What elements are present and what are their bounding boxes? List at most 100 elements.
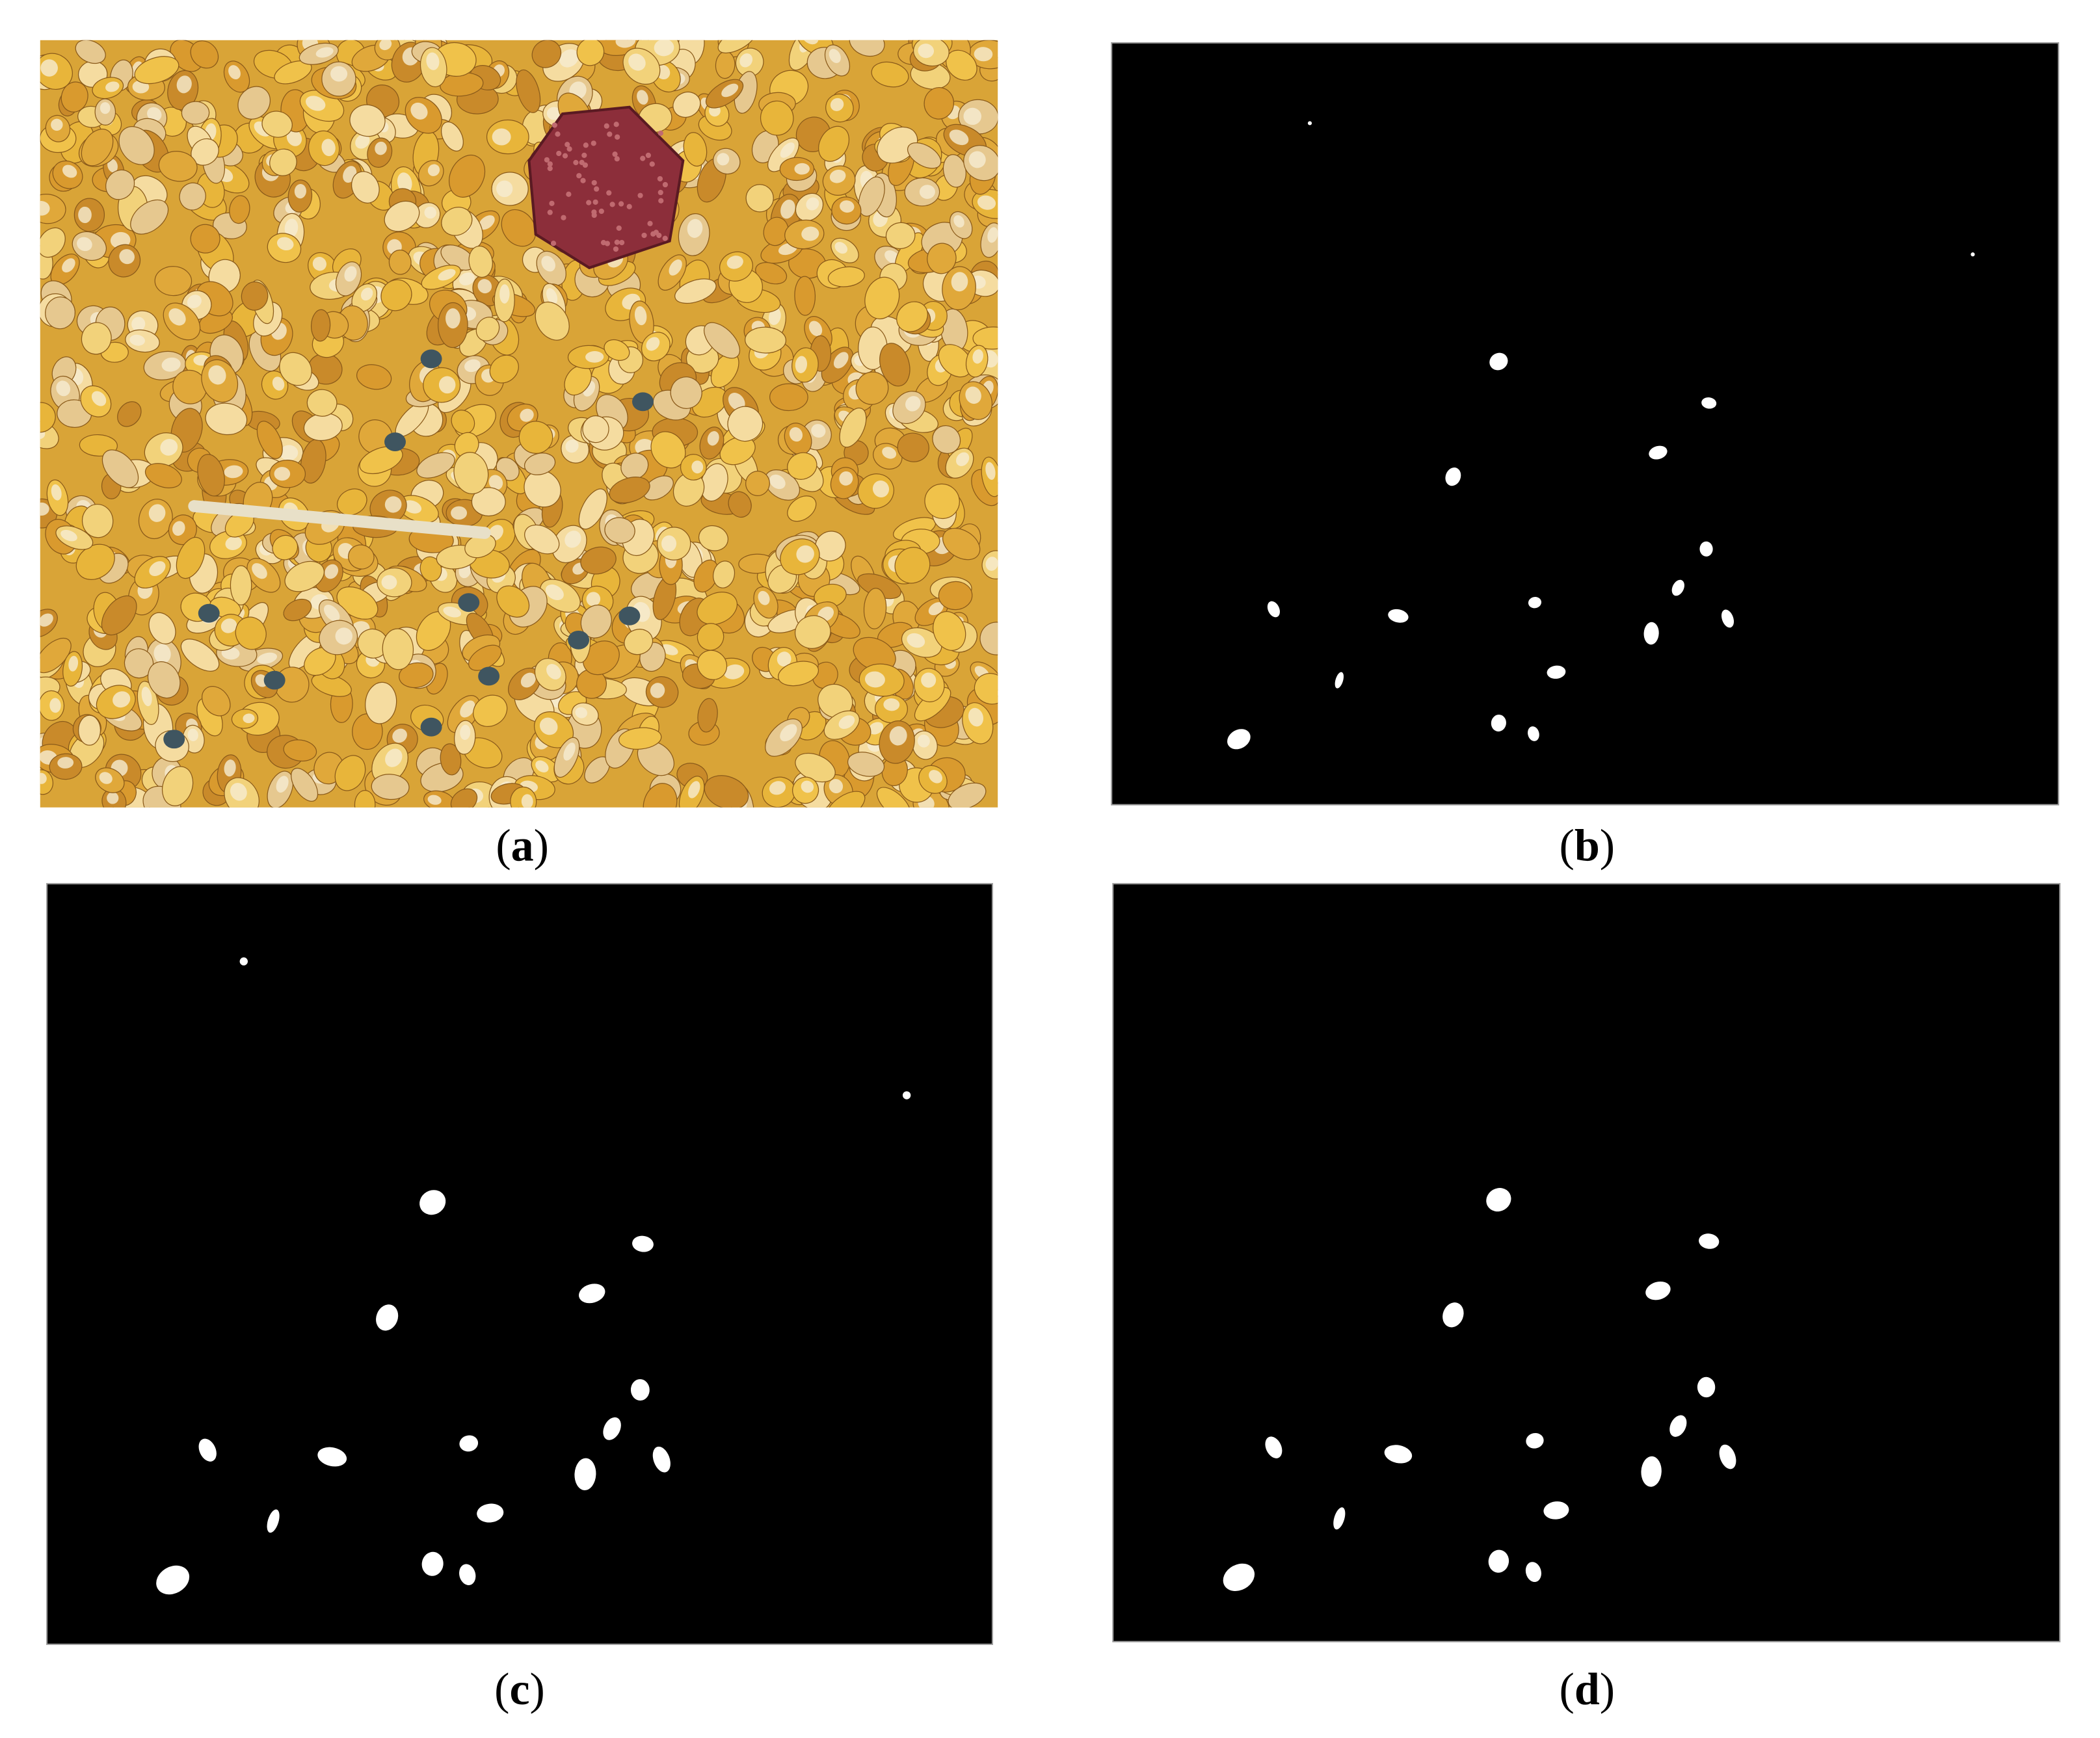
mask-blob xyxy=(1547,665,1566,679)
kernel-highlight xyxy=(868,722,884,735)
cob-dot xyxy=(606,190,612,196)
cob-dot xyxy=(650,231,656,237)
mask-blob xyxy=(156,1565,190,1595)
kernel-highlight xyxy=(224,465,243,479)
dark-kernel xyxy=(631,392,654,412)
kernel-highlight xyxy=(634,306,647,326)
label-close: ) xyxy=(530,1665,545,1715)
kernel-highlight xyxy=(306,96,326,111)
cob-dot xyxy=(658,130,663,136)
mask-blob xyxy=(267,1509,280,1533)
kernel xyxy=(351,171,380,204)
kernel-highlight xyxy=(477,279,492,294)
cob-dot xyxy=(614,239,620,245)
kernel xyxy=(778,661,819,687)
mask-blob xyxy=(421,1551,444,1576)
kernel-highlight xyxy=(499,284,510,304)
kernel xyxy=(624,629,654,655)
dark-kernel xyxy=(420,717,442,737)
corn-photo xyxy=(40,40,998,808)
kernel-highlight xyxy=(972,349,983,364)
kernel-highlight xyxy=(838,715,855,730)
dark-kernel xyxy=(163,730,185,749)
kernel-highlight xyxy=(968,151,986,168)
kernel xyxy=(518,421,553,454)
kernel-highlight xyxy=(739,53,753,68)
cob-dot xyxy=(647,220,653,226)
kernel-highlight xyxy=(113,691,131,708)
kernel-highlight xyxy=(951,272,968,292)
mask-blob xyxy=(1333,1507,1346,1530)
mask-blob xyxy=(1384,1445,1413,1464)
cob-dot xyxy=(607,131,613,137)
kernel xyxy=(416,452,455,479)
kernel xyxy=(118,126,155,165)
kernel xyxy=(847,752,885,777)
kernel-highlight xyxy=(707,431,719,446)
kernel-highlight xyxy=(438,376,456,394)
kernel xyxy=(885,222,916,250)
kernel xyxy=(453,452,489,495)
kernel xyxy=(580,605,612,639)
kernel xyxy=(310,309,331,342)
kernel xyxy=(101,595,137,636)
kernel-highlight xyxy=(669,259,682,276)
kernel xyxy=(158,151,198,182)
kernel xyxy=(365,681,397,724)
kernel-highlight xyxy=(541,256,555,272)
mask-blob xyxy=(477,1503,504,1523)
kernel xyxy=(924,483,960,520)
kernel xyxy=(283,598,312,622)
mask-blob xyxy=(603,1417,621,1440)
kernel-highlight xyxy=(811,424,826,438)
cob-dot xyxy=(544,157,550,163)
kernel-highlight xyxy=(479,215,495,230)
kernel xyxy=(284,560,325,592)
kernel xyxy=(760,100,794,136)
kernel-highlight xyxy=(965,386,981,404)
dark-kernel xyxy=(263,670,286,690)
kernel xyxy=(879,343,910,387)
mask-blob xyxy=(579,1284,605,1304)
label-close: ) xyxy=(1600,821,1615,871)
kernel xyxy=(291,767,319,802)
kernel xyxy=(858,176,885,217)
kernel xyxy=(876,787,911,808)
kernel xyxy=(795,615,831,649)
kernel xyxy=(697,623,724,651)
kernel-highlight xyxy=(384,496,402,513)
kernel-highlight xyxy=(929,770,942,783)
panel-label: (b) xyxy=(1560,821,1615,871)
kernel-highlight xyxy=(252,563,267,579)
kernel xyxy=(336,586,379,620)
kernel-highlight xyxy=(107,792,119,804)
cob-dot xyxy=(549,200,555,206)
kernel-highlight xyxy=(780,199,795,219)
kernel-highlight xyxy=(49,698,61,713)
cob-dot xyxy=(618,201,624,207)
kernel xyxy=(197,454,225,497)
kernel-highlight xyxy=(830,98,844,111)
kernel xyxy=(147,661,181,699)
kernel xyxy=(105,169,135,200)
cob-dot xyxy=(581,152,587,159)
cob-dot xyxy=(615,134,620,140)
kernel xyxy=(496,585,530,618)
kernel-highlight xyxy=(565,440,579,453)
kernel xyxy=(827,266,865,287)
cob-dot xyxy=(618,239,625,246)
kernel-highlight xyxy=(977,195,996,210)
dark-kernel xyxy=(478,666,500,686)
kernel-highlight xyxy=(280,445,299,461)
kernel-highlight xyxy=(40,502,49,516)
kernel-highlight xyxy=(294,183,306,199)
cob-dot xyxy=(591,140,596,146)
kernel-highlight xyxy=(40,201,50,216)
kernel xyxy=(620,453,649,480)
kernel-highlight xyxy=(284,218,299,237)
mask-dot xyxy=(1307,121,1312,125)
kernel-highlight xyxy=(381,575,397,590)
kernel xyxy=(179,182,206,211)
kernel xyxy=(261,111,293,138)
kernel-highlight xyxy=(650,683,665,698)
